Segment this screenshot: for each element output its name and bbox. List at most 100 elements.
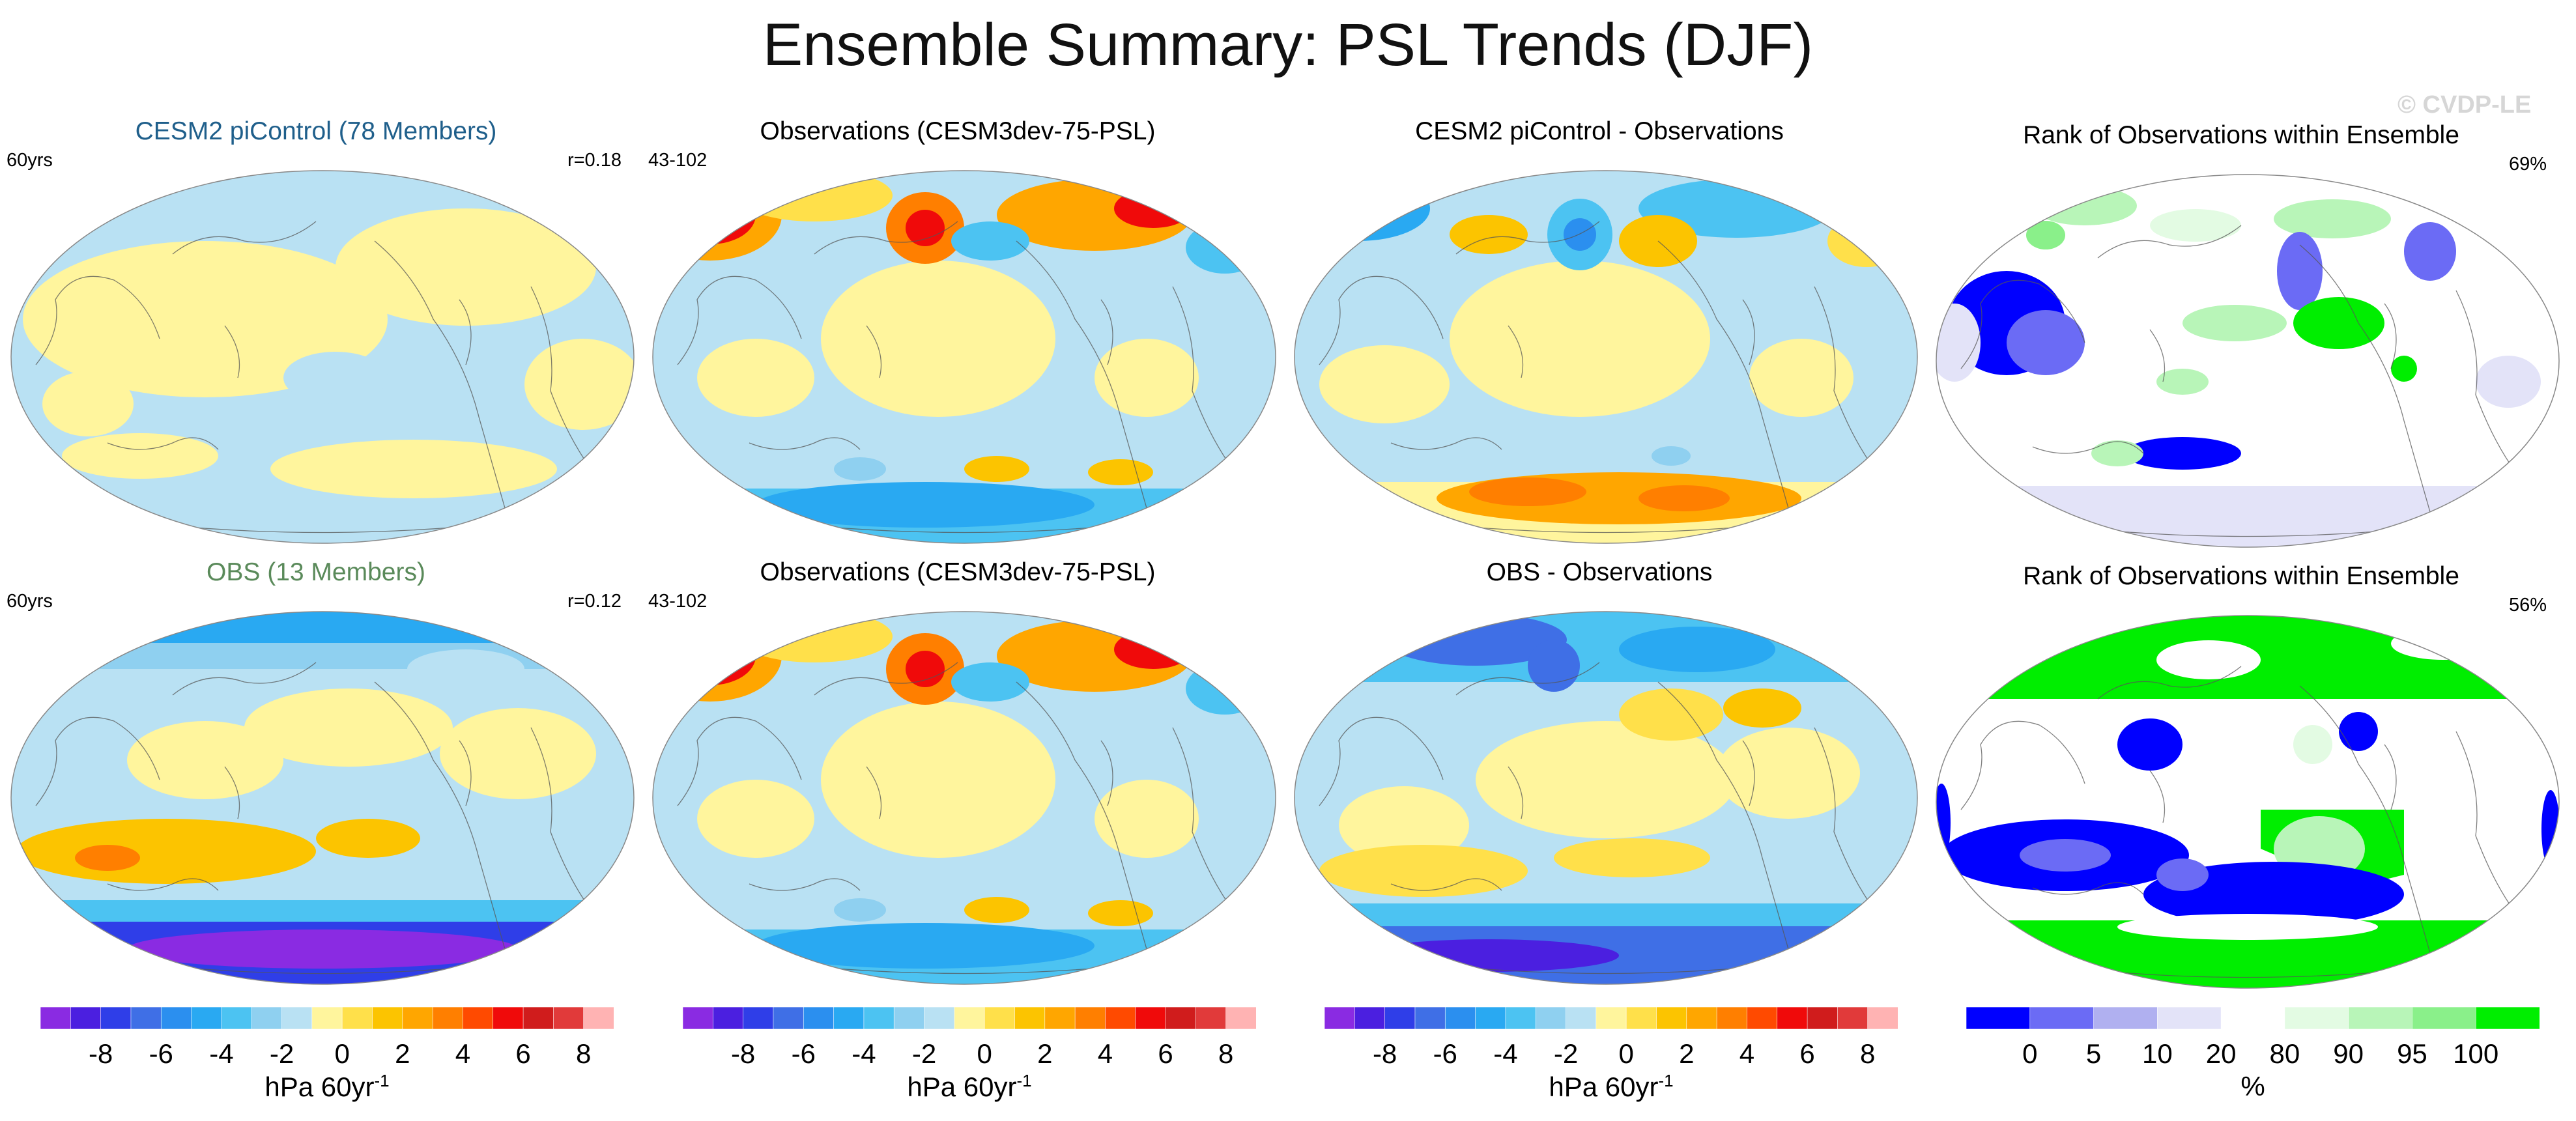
colorbar-units-label: hPa 60yr-1 (907, 1071, 1032, 1102)
colorbar-swatch (1625, 1007, 1657, 1030)
rank-region (2156, 858, 2209, 891)
colorbar-swatch (1596, 1007, 1627, 1030)
colorbar-swatch (70, 1007, 102, 1030)
trend-blob (283, 352, 388, 404)
trend-blob (1095, 780, 1199, 858)
trend-blob (1358, 939, 1619, 972)
coastline (2097, 666, 2242, 700)
trend-blob (1095, 339, 1199, 417)
panel-correlation-label: r=0.12 (567, 591, 622, 612)
rank-region (2156, 640, 2261, 679)
panel-title: Rank of Observations within Ensemble (2023, 121, 2459, 149)
colorbar-swatch (1414, 1007, 1446, 1030)
colorbar-swatch (1165, 1007, 1197, 1030)
panel-difference: CESM2 piControl - Observations (1283, 116, 1918, 544)
colorbar-tick-label: 80 (2269, 1038, 2300, 1069)
rank-region (2277, 232, 2323, 310)
coastline (866, 766, 882, 819)
colorbar-tick-label: 6 (1158, 1038, 1173, 1069)
colorbar-swatch (1566, 1007, 1597, 1030)
colorbar-swatch (1105, 1007, 1136, 1030)
map-field (1295, 171, 1917, 543)
colorbar-swatch (1686, 1007, 1717, 1030)
colorbar-tick-label: 8 (1859, 1038, 1876, 1069)
colorbar-tick-label: 4 (455, 1038, 471, 1069)
coastline (2149, 770, 2166, 823)
colorbar-swatch (924, 1007, 955, 1030)
rank-region (2476, 356, 2541, 408)
coastline (530, 286, 597, 476)
colorbar-tick-label: -8 (88, 1038, 113, 1069)
coastline (1960, 279, 2085, 369)
trend-blob (1450, 215, 1528, 254)
panel-rank-percent-label: 56% (2508, 595, 2547, 616)
map-field (1936, 616, 2559, 988)
colorbar-tick-label: -8 (1372, 1038, 1397, 1069)
coastline (814, 662, 958, 696)
coastline (1455, 662, 1600, 696)
colorbar-tick-label: -2 (911, 1038, 937, 1069)
rank-region (2033, 186, 2137, 225)
trend-blob (951, 662, 1029, 702)
coastline (1814, 286, 1880, 476)
coastline (107, 437, 219, 450)
rank-region (2150, 209, 2241, 242)
trend-blob (336, 208, 596, 326)
trend-blob (1450, 261, 1710, 417)
colorbar-swatch (1807, 1007, 1839, 1030)
colorbar-swatch (2284, 1007, 2349, 1030)
panel-period-label: 60yrs (7, 150, 53, 171)
rank-region (2026, 221, 2065, 249)
colorbar-swatch (221, 1007, 253, 1030)
trend-blob (964, 456, 1029, 482)
panel-period-label: 43-102 (648, 591, 708, 612)
coastline (1100, 740, 1113, 806)
colorbar-swatch (493, 1007, 524, 1030)
coastline (1508, 325, 1524, 378)
coastline (530, 727, 597, 917)
coastline (1742, 299, 1755, 365)
colorbar-swatch (2475, 1007, 2540, 1030)
rank-region (2391, 356, 2417, 382)
colorbar-units-label: % (2240, 1071, 2265, 1101)
colorbar-units-superscript: -1 (1658, 1071, 1674, 1090)
panel-cesm2-picontrol: CESM2 piControl (78 Members) 60yrs r=0.1… (0, 116, 635, 544)
colorbar-swatches (40, 1007, 614, 1030)
coastline (172, 221, 317, 255)
rank-region (2404, 222, 2456, 281)
rank-region (2020, 839, 2111, 872)
colorbar-swatch (2412, 1007, 2477, 1030)
panel-title: Rank of Observations within Ensemble (2023, 562, 2459, 590)
colorbar-swatch (1966, 1007, 2031, 1030)
trend-band (11, 612, 634, 643)
colorbar-swatch (2029, 1007, 2095, 1030)
coastline (1319, 276, 1444, 365)
coastline (1508, 766, 1524, 819)
trend-blob (1319, 345, 1450, 423)
map-field (653, 171, 1276, 543)
rank-region (2339, 712, 2378, 751)
colorbar-swatches (1966, 1007, 2540, 1030)
coastline (1319, 717, 1444, 806)
colorbar-swatch (1044, 1007, 1076, 1030)
coastline (2384, 744, 2397, 810)
map-border (1294, 611, 1918, 985)
panel-title: Observations (CESM3dev-75-PSL) (760, 117, 1156, 145)
coastline (1016, 240, 1147, 509)
trend-blob (1528, 640, 1580, 692)
colorbar-tick-label: 0 (2022, 1038, 2038, 1069)
colorbar-swatch (1535, 1007, 1567, 1030)
colorbar-tick-label: 5 (2085, 1038, 2102, 1069)
colorbar-swatch (1444, 1007, 1476, 1030)
colorbar-swatch (2157, 1007, 2222, 1030)
trend-blob (736, 171, 893, 221)
trend-blob (127, 929, 518, 969)
trend-blob (1749, 339, 1853, 417)
coastline (459, 740, 472, 806)
colorbar-tick-label: 95 (2397, 1038, 2427, 1069)
colorbar-tick-label: 0 (1618, 1038, 1634, 1069)
colorbar-swatch (1656, 1007, 1687, 1030)
colorbar-tick-label: 8 (575, 1038, 592, 1069)
coastline (374, 681, 506, 950)
colorbar-swatch (1195, 1007, 1227, 1030)
